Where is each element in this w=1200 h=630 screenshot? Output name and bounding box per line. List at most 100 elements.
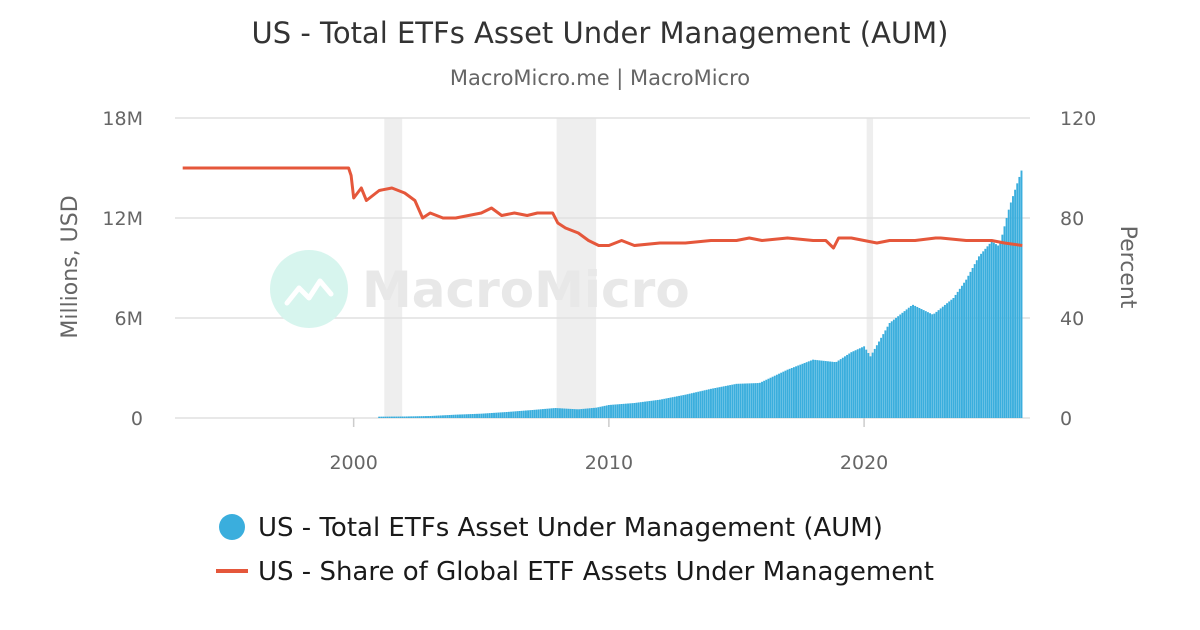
aum-bar [746,383,749,418]
aum-bar [612,404,615,418]
aum-bar [658,399,661,418]
aum-bar [829,361,832,418]
aum-bar [490,412,493,418]
aum-bar [1005,218,1008,418]
aum-bar [920,309,923,418]
aum-bar [531,410,534,418]
aum-bar [633,403,636,418]
x-axis-ticks: 2000 2010 2020 [329,418,888,474]
aum-bar [586,408,589,418]
aum-bar [461,414,464,418]
aum-bar [393,416,396,418]
aum-bar [835,361,838,418]
aum-bar [573,409,576,418]
aum-bar [761,381,763,418]
aum-bar [578,409,581,418]
aum-bar [618,404,621,418]
right-axis-title: Percent [1115,226,1140,309]
left-tick-label: 12M [102,208,143,230]
aum-bar [1003,226,1006,418]
aum-bar [775,374,778,418]
aum-bar [661,399,664,418]
aum-bar [1007,209,1010,418]
aum-bar [858,348,861,418]
aum-bar [903,311,906,418]
aum-bar [686,394,689,418]
aum-bar [822,360,825,418]
aum-bar [384,416,387,418]
aum-bar [707,389,710,418]
aum-bar [399,416,402,418]
aum-bar [520,410,523,418]
right-tick-label: 120 [1060,108,1096,130]
aum-bar [826,361,829,418]
aum-bar [952,298,955,418]
aum-bar [516,411,519,418]
aum-bar [792,367,795,418]
aum-bar [788,368,791,418]
aum-bar [741,383,744,418]
aum-bar [965,279,968,418]
aum-bar [535,409,538,418]
aum-bar [478,413,481,418]
aum-bar [631,403,634,418]
aum-bar [716,387,719,418]
aum-bar [960,285,963,418]
aum-bar [905,309,908,418]
aum-bar [884,330,887,418]
aum-bar [418,416,421,418]
aum-bar [682,395,685,418]
aum-bar [844,356,846,418]
aum-bar [593,407,595,418]
aum-bar [999,243,1002,418]
legend-aum-marker-icon [219,514,245,540]
aum-bar [556,408,559,418]
aum-bar [809,360,812,418]
left-tick-label: 0 [131,408,143,430]
aum-bar [595,407,598,418]
aum-bar [754,383,757,418]
aum-bar [912,304,914,418]
aum-bar [799,364,802,418]
aum-bar [1009,202,1012,418]
aum-bar [1018,176,1021,418]
left-tick-label: 18M [102,108,143,130]
legend: US - Total ETFs Asset Under Management (… [216,513,934,587]
aum-bar [599,406,602,418]
aum-bar [916,306,919,418]
aum-bar [895,317,897,418]
aum-bar [425,416,427,418]
aum-bar [637,402,640,418]
aum-bar [518,411,521,418]
aum-bar [459,414,461,418]
watermark-logo-mark [284,278,334,306]
aum-bar [727,385,729,418]
aum-bar [752,383,755,418]
aum-bar [437,415,440,418]
aum-bar [918,308,921,418]
aum-bar [444,415,447,418]
aum-bar [388,416,391,418]
aum-bar [524,410,527,418]
x-tick-label: 2000 [329,452,377,474]
aum-bar [624,403,627,418]
aum-bar [818,360,821,418]
aum-bar [382,416,385,418]
aum-bar [590,408,593,418]
aum-bar [565,408,568,418]
recession-band-0 [384,118,403,418]
aum-bar [410,416,413,418]
aum-bar [580,409,583,418]
aum-bar [982,251,985,418]
aum-bar [482,413,485,418]
aum-bar [588,408,591,418]
legend-item-aum[interactable]: US - Total ETFs Asset Under Management (… [219,513,883,543]
aum-bar [501,412,504,418]
aum-bar [559,408,561,418]
aum-bar [667,398,670,418]
legend-item-share[interactable]: US - Share of Global ETF Assets Under Ma… [216,557,934,587]
aum-bar [710,388,712,418]
aum-bar [395,416,398,418]
aum-bar [914,305,917,418]
aum-bar [548,408,551,418]
